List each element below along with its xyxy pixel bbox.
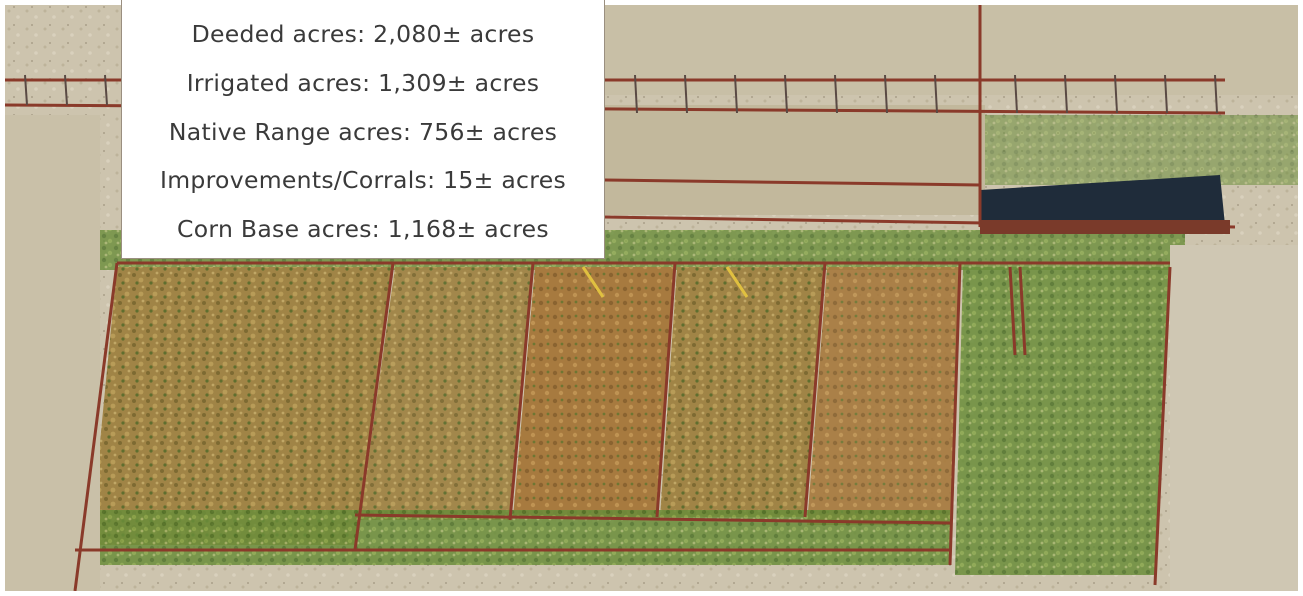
fence bbox=[1153, 266, 1172, 586]
deeded-acres-text: Deeded acres: 2,080± acres bbox=[191, 20, 535, 48]
yellow-pipe bbox=[725, 266, 749, 298]
fence bbox=[508, 262, 535, 521]
fence bbox=[948, 262, 962, 566]
aerial-corral-photo bbox=[5, 5, 1298, 591]
right-dirt bbox=[1170, 245, 1298, 591]
fence-post bbox=[884, 74, 888, 114]
pen-3 bbox=[513, 267, 675, 517]
fence-post bbox=[24, 74, 28, 106]
upper-right-weeds bbox=[985, 115, 1298, 185]
irrigated-acres-text: Irrigated acres: 1,309± acres bbox=[186, 68, 540, 97]
upper-pen bbox=[605, 105, 985, 215]
fence-post bbox=[634, 74, 638, 114]
fence bbox=[1018, 266, 1027, 356]
pen-4 bbox=[660, 267, 825, 517]
fence-post bbox=[1064, 74, 1068, 114]
pen-6 bbox=[955, 267, 1170, 575]
left-dirt bbox=[5, 115, 100, 591]
fence bbox=[1008, 266, 1017, 356]
fence-post bbox=[934, 74, 938, 114]
pen-5 bbox=[807, 267, 960, 525]
fence bbox=[655, 262, 677, 518]
fence bbox=[354, 513, 951, 525]
fence bbox=[353, 262, 395, 551]
fence-post bbox=[684, 74, 688, 114]
pen-1 bbox=[90, 267, 393, 545]
shed-roof bbox=[980, 220, 1230, 234]
yellow-pipe bbox=[581, 266, 605, 298]
fence-post bbox=[1114, 74, 1118, 114]
acreage-info-box: Deeded acres: 2,080± acres Irrigated acr… bbox=[121, 0, 605, 259]
pen-2 bbox=[360, 267, 533, 520]
fence-post bbox=[834, 74, 838, 114]
corn-base-acres-text: Corn Base acres: 1,168± acres bbox=[177, 215, 549, 244]
native-range-acres-text: Native Range acres: 756± acres bbox=[168, 117, 558, 146]
fence bbox=[803, 262, 827, 518]
fence-post bbox=[734, 74, 738, 114]
building-shadow bbox=[980, 175, 1225, 227]
fence-post bbox=[104, 74, 108, 106]
fence-post bbox=[1214, 74, 1218, 114]
fence-post bbox=[784, 74, 788, 114]
improvements-corrals-text: Improvements/Corrals: 15± acres bbox=[159, 166, 567, 195]
fence-post bbox=[1014, 74, 1018, 114]
fence bbox=[73, 262, 119, 591]
fence bbox=[604, 178, 981, 187]
fence-post bbox=[64, 74, 68, 106]
fence-post bbox=[1164, 74, 1168, 114]
